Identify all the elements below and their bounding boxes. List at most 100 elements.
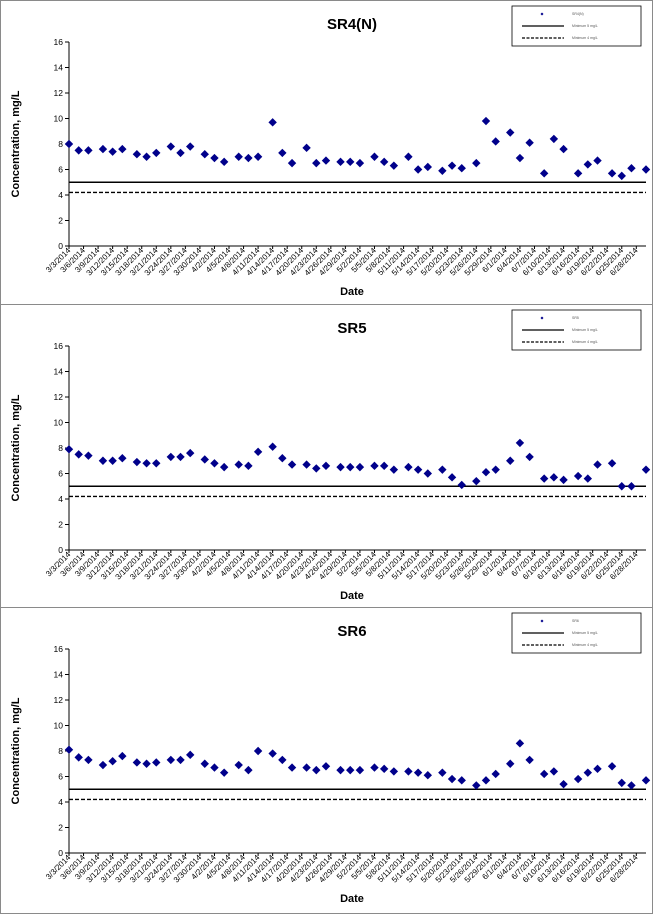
data-point [627,164,636,173]
data-point [617,171,626,181]
data-point [549,473,559,482]
data-point [370,461,379,471]
x-axis-title: Date [340,893,364,905]
data-point [186,750,195,760]
y-tick-label: 4 [58,190,63,200]
data-point [336,157,345,167]
y-tick-label: 0 [58,545,63,555]
y-tick-label: 8 [58,746,63,756]
data-point [481,468,491,477]
data-point [321,156,331,165]
data-point [64,445,74,454]
legend-label: Minimum 4 mg/L [572,36,598,40]
data-point [607,169,617,178]
data-point [74,753,83,762]
data-point [438,166,447,175]
data-point [607,459,617,468]
data-point [287,158,297,168]
data-point [152,459,161,468]
data-point [132,150,142,159]
data-point [404,767,413,776]
data-point [268,118,277,127]
data-point [186,448,195,458]
data-point [423,771,433,780]
data-point [244,153,253,163]
data-point [278,755,287,765]
data-point [607,762,617,771]
data-point [559,144,568,154]
data-point [515,438,525,448]
y-tick-label: 2 [58,823,63,833]
data-point [472,158,481,168]
legend-label: SR4(N) [572,12,584,16]
y-tick-label: 6 [58,469,63,479]
legend-label: Minimum 4 mg/L [572,340,598,344]
data-point [438,768,447,777]
data-point [244,461,253,471]
data-point [627,482,636,491]
y-tick-label: 4 [58,797,63,807]
data-point [506,456,515,465]
chart-title: SR4(N) [327,16,377,33]
data-point [278,148,287,158]
data-point [389,465,399,474]
data-point [118,751,127,761]
y-tick-label: 12 [54,392,64,402]
data-point [404,152,413,161]
data-point [253,746,263,756]
data-point [253,447,263,457]
data-point [389,767,399,776]
data-point [593,460,602,469]
data-point [302,460,311,469]
data-point [152,758,161,767]
y-tick-label: 10 [54,114,64,124]
data-point [457,776,466,785]
data-point [539,769,549,779]
data-point [268,749,277,758]
data-point [84,451,93,460]
data-point [515,153,525,163]
data-point [108,757,117,766]
data-point [278,454,287,463]
data-point [447,161,457,170]
data-point [593,156,602,165]
data-point [312,765,321,775]
data-point [447,774,457,784]
data-point [379,764,389,774]
data-point [539,474,549,483]
data-point [379,157,389,167]
chart-legend: SR5 Minimum 5 mg/L Minimum 4 mg/L [511,309,642,351]
data-point [457,164,466,173]
data-point [268,442,277,451]
chart-title: SR6 [337,623,366,640]
legend-label: SR5 [572,316,579,320]
data-point [423,162,433,172]
data-point [583,768,593,777]
data-point [234,152,243,161]
data-point [74,146,83,155]
data-point [355,158,365,168]
data-point [219,462,229,472]
data-point [321,461,331,471]
y-tick-label: 12 [54,88,64,98]
data-point [210,153,219,163]
data-point [186,142,195,151]
y-tick-label: 14 [54,367,64,377]
data-point [413,165,423,174]
y-tick-label: 6 [58,772,63,782]
data-point [472,476,481,486]
data-point [438,465,447,474]
data-point [98,456,108,465]
data-point [370,763,379,772]
data-point [413,465,423,474]
data-point [413,768,423,777]
chart-panel-sr6: SR6 0 2 4 6 8 10 12 14 16 3/3/2014 3/6/2014 3/9/2014… [0,607,653,914]
data-point [200,759,209,768]
y-tick-label: 6 [58,165,63,175]
y-tick-label: 8 [58,139,63,149]
y-tick-label: 0 [58,241,63,251]
x-axis-title: Date [340,590,364,602]
data-point [472,781,481,790]
data-point [525,138,534,147]
data-point [641,776,651,785]
